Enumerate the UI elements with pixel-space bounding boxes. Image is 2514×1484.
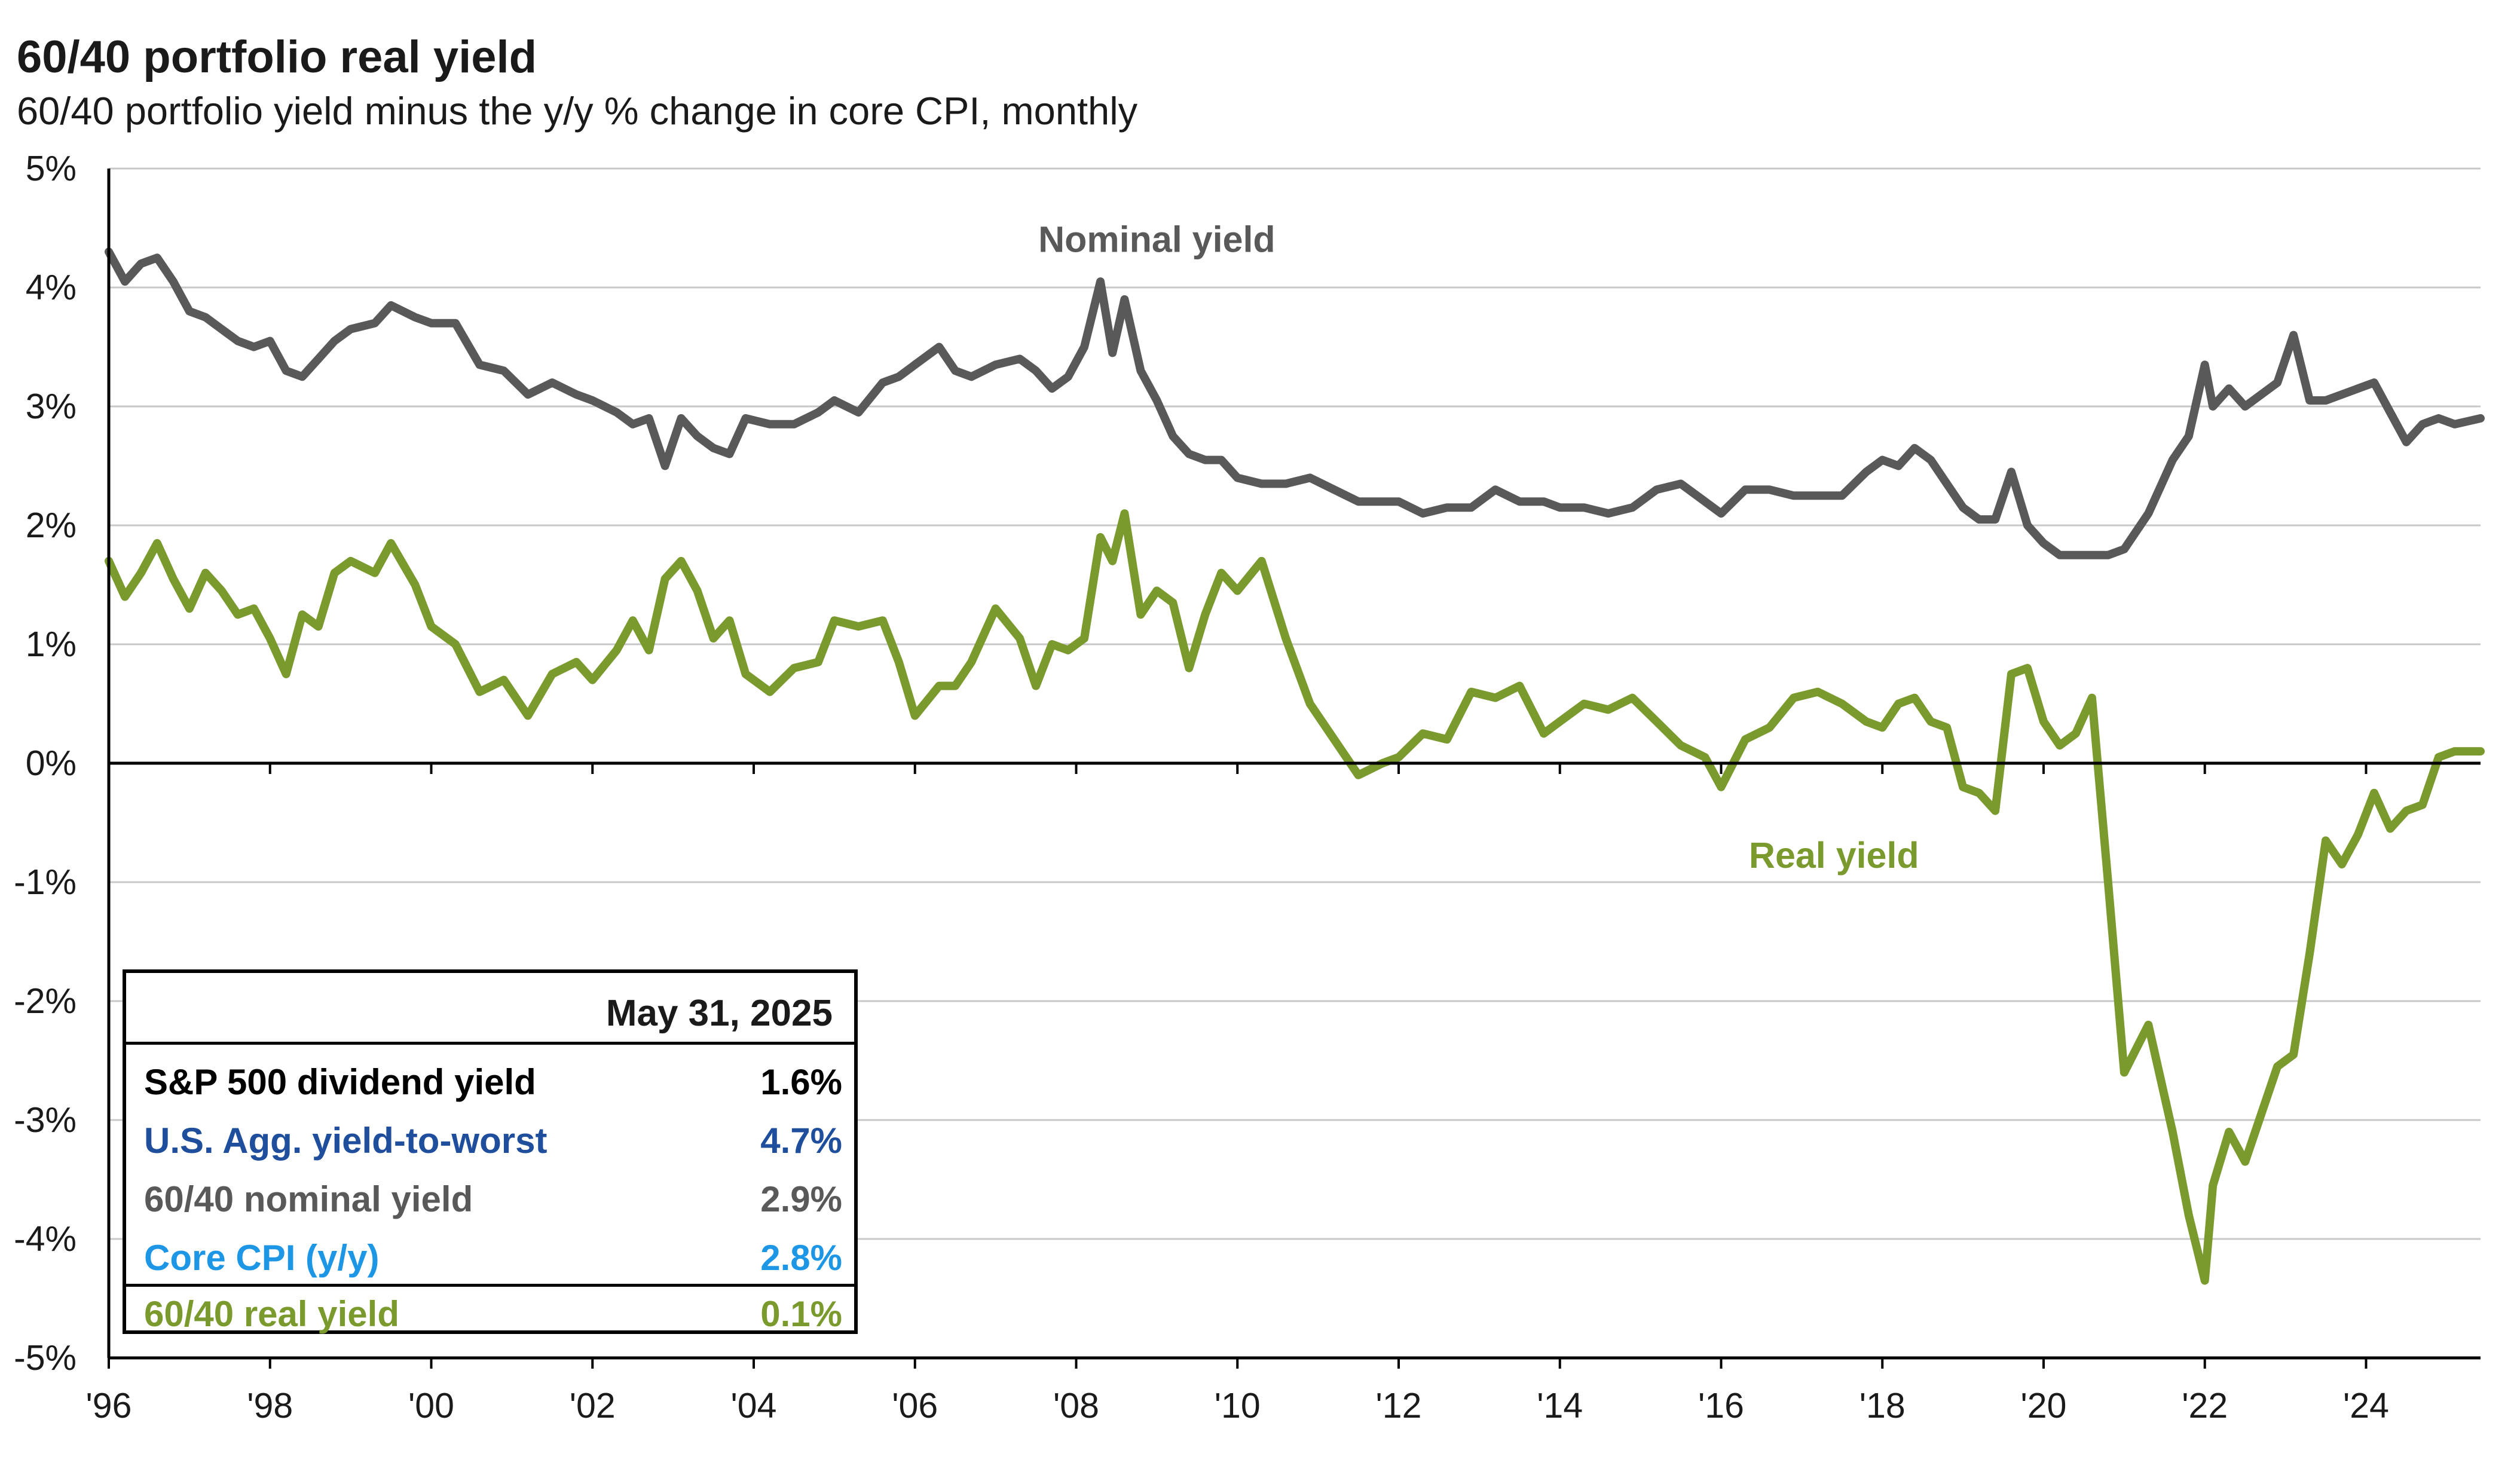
y-tick-label: 1% bbox=[26, 625, 77, 664]
summary-row-label: S&P 500 dividend yield bbox=[144, 1062, 536, 1102]
summary-row-label: 60/40 nominal yield bbox=[144, 1179, 473, 1219]
y-tick-label: -1% bbox=[14, 862, 77, 902]
x-tick-label: '14 bbox=[1537, 1386, 1583, 1425]
summary-row-nominal-yield: 60/40 nominal yield 2.9% bbox=[138, 1174, 842, 1222]
chart-subtitle: 60/40 portfolio yield minus the y/y % ch… bbox=[17, 89, 1138, 133]
x-tick-label: '20 bbox=[2021, 1386, 2067, 1425]
summary-row-value: 2.8% bbox=[760, 1238, 842, 1278]
series-line-nominal-yield bbox=[105, 247, 2485, 559]
summary-table: May 31, 2025 S&P 500 dividend yield 1.6%… bbox=[123, 969, 858, 1334]
x-tick-label: '18 bbox=[1859, 1386, 1906, 1425]
y-tick-label: -2% bbox=[14, 981, 77, 1021]
y-tick-label: 4% bbox=[26, 268, 77, 307]
y-tick-label: 2% bbox=[26, 506, 77, 545]
x-tick-label: '04 bbox=[731, 1386, 777, 1425]
x-tick-label: '22 bbox=[2182, 1386, 2228, 1425]
y-tick-label: -5% bbox=[14, 1338, 77, 1378]
x-tick-label: '00 bbox=[408, 1386, 454, 1425]
summary-row-core-cpi: Core CPI (y/y) 2.8% bbox=[138, 1232, 842, 1280]
y-axis-ticks: 5% 4% 3% 2% 1% 0% -1% -2% -3% -4% -5% bbox=[14, 149, 77, 1378]
series-lines bbox=[105, 247, 2485, 1285]
summary-row-label: U.S. Agg. yield-to-worst bbox=[144, 1121, 548, 1161]
chart-title: 60/40 portfolio real yield bbox=[17, 32, 537, 82]
x-tick-label: '98 bbox=[247, 1386, 293, 1425]
summary-row-real-yield: 60/40 real yield 0.1% bbox=[138, 1289, 842, 1336]
x-tick-label: '96 bbox=[86, 1386, 132, 1425]
x-tick-label: '10 bbox=[1215, 1386, 1261, 1425]
x-tick-label: '24 bbox=[2343, 1386, 2389, 1425]
y-tick-label: 5% bbox=[26, 149, 77, 188]
x-tick-label: '08 bbox=[1053, 1386, 1099, 1425]
x-tick-label: '06 bbox=[892, 1386, 938, 1425]
summary-total-divider bbox=[126, 1284, 854, 1287]
summary-table-date: May 31, 2025 bbox=[605, 993, 833, 1034]
annotation-nominal-yield: Nominal yield bbox=[1038, 219, 1276, 259]
summary-row-value: 1.6% bbox=[760, 1062, 842, 1102]
annotation-real-yield: Real yield bbox=[1749, 835, 1919, 876]
summary-row-value: 2.9% bbox=[760, 1179, 842, 1219]
summary-header-divider bbox=[126, 1042, 854, 1045]
y-tick-label: 0% bbox=[26, 743, 77, 783]
summary-row-value: 4.7% bbox=[760, 1121, 842, 1161]
summary-row-us-agg: U.S. Agg. yield-to-worst 4.7% bbox=[138, 1115, 842, 1163]
x-tick-label: '02 bbox=[570, 1386, 616, 1425]
x-tick-label: '16 bbox=[1698, 1386, 1744, 1425]
summary-row-value: 0.1% bbox=[760, 1294, 842, 1334]
y-tick-label: -4% bbox=[14, 1219, 77, 1259]
series-annotations: Nominal yield Real yield bbox=[1038, 219, 1919, 876]
x-axis-ticks: '96 '98 '00 '02 '04 '06 '08 '10 '12 '14 '16 '18 '20 '… bbox=[86, 1386, 2389, 1425]
y-tick-label: -3% bbox=[14, 1100, 77, 1140]
summary-row-label: 60/40 real yield bbox=[144, 1294, 399, 1334]
x-tick-label: '12 bbox=[1376, 1386, 1422, 1425]
summary-row-label: Core CPI (y/y) bbox=[144, 1238, 380, 1278]
summary-row-sp500: S&P 500 dividend yield 1.6% bbox=[138, 1057, 842, 1104]
axes bbox=[107, 169, 2481, 1369]
series-line-real-yield bbox=[105, 509, 2485, 1285]
y-tick-label: 3% bbox=[26, 387, 77, 426]
